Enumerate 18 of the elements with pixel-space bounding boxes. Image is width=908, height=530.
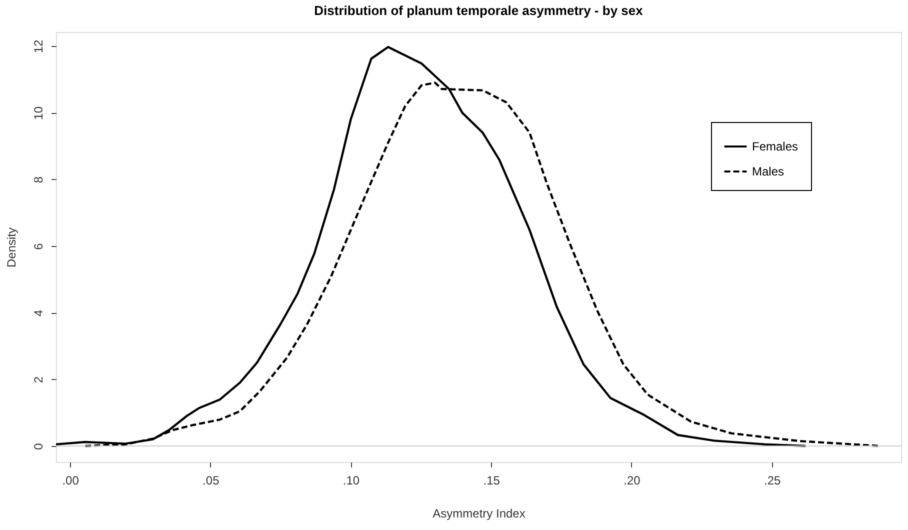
x-tick-label: .00 <box>62 474 80 488</box>
x-tick-label: .05 <box>202 474 220 488</box>
x-tick-label: .20 <box>624 474 641 488</box>
legend-label: Females <box>752 140 798 154</box>
y-tick-label: 6 <box>32 242 46 250</box>
y-tick-label: 12 <box>32 40 46 54</box>
x-tick-label: .25 <box>764 474 782 488</box>
y-tick-label: 2 <box>32 376 46 384</box>
legend-label: Males <box>752 164 784 178</box>
y-tick-label: 0 <box>32 442 46 450</box>
y-tick-label: 10 <box>32 106 46 120</box>
chart-title: Distribution of planum temporale asymmetry - by sex <box>314 3 644 18</box>
y-tick-label: 4 <box>32 310 46 317</box>
x-tick-label: .10 <box>342 474 360 488</box>
x-axis-title: Asymmetry Index <box>432 506 526 520</box>
y-tick-label: 8 <box>32 176 46 184</box>
x-tick-label: .15 <box>483 474 500 488</box>
y-axis-title: Density <box>4 227 18 268</box>
